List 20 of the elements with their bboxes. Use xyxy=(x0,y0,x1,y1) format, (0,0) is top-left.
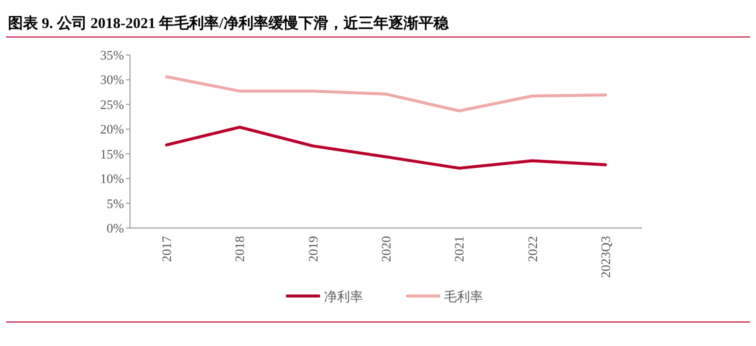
x-tick-label: 2017 xyxy=(159,236,174,262)
line-series xyxy=(165,126,607,170)
x-tick-label: 2020 xyxy=(378,236,394,262)
y-tick-label: 30% xyxy=(100,72,124,88)
y-tick-label: 35% xyxy=(100,48,124,62)
x-tick-label: 2018 xyxy=(232,236,248,262)
legend-label: 毛利率 xyxy=(444,289,483,304)
y-tick-label: 0% xyxy=(106,220,124,236)
y-tick-label: 20% xyxy=(100,122,124,137)
y-tick-label: 15% xyxy=(100,146,124,162)
x-tick-label: 2023Q3 xyxy=(598,236,613,278)
x-tick-label: 2021 xyxy=(452,236,467,262)
legend-label: 净利率 xyxy=(324,289,363,304)
y-tick-label: 25% xyxy=(100,96,124,112)
x-tick-label: 2022 xyxy=(524,236,540,262)
x-tick-label: 2019 xyxy=(305,236,320,262)
line-series xyxy=(165,75,607,112)
y-tick-label: 5% xyxy=(106,196,124,211)
chart-title: 图表 9. 公司 2018-2021 年毛利率/净利率缓慢下滑，近三年逐渐平稳 xyxy=(8,14,450,32)
y-tick-label: 10% xyxy=(100,171,124,186)
